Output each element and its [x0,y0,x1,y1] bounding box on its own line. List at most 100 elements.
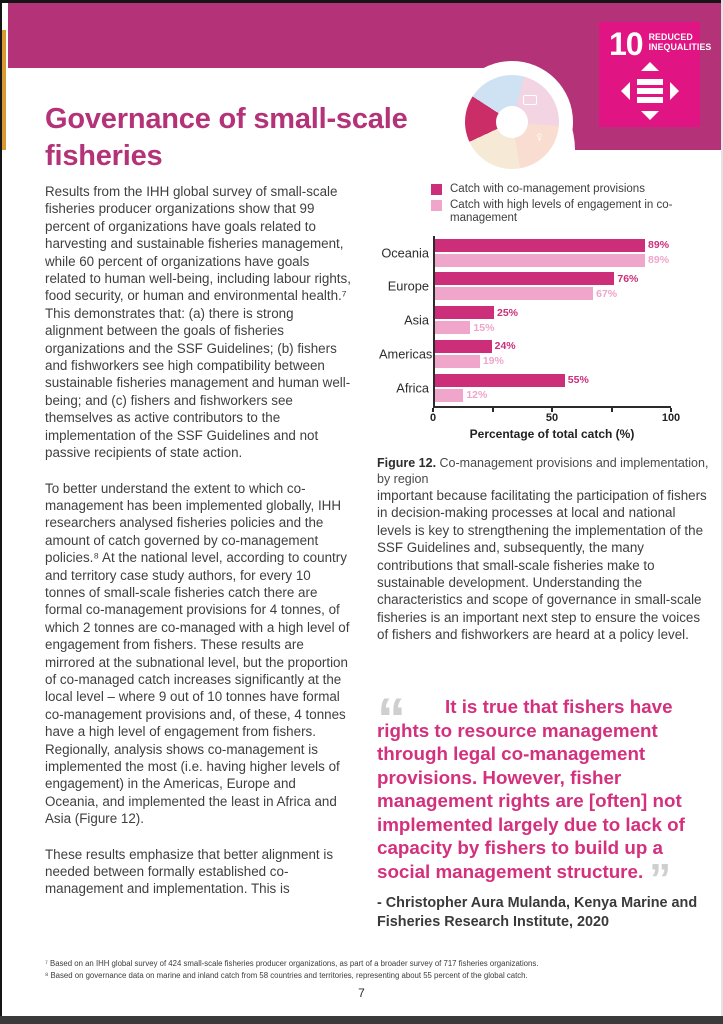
sdg-label-line1: REDUCED [648,32,693,42]
bar-row: 24% [435,339,671,353]
page-edge-top [0,0,723,3]
legend-swatch [431,184,442,195]
chart-xticks: 0 50 100 [429,407,680,426]
right-column: important because facilitating the parti… [377,487,709,644]
legend-swatch [431,199,442,211]
bar-row: 55% [435,373,671,387]
bar-oceania-series2 [435,253,646,267]
figure-caption-text: Co-management provisions and implementat… [377,455,709,487]
bar-value: 89% [648,239,670,251]
open-quote-icon: “ [377,687,406,752]
viewer-bottom-bar [0,1016,723,1024]
sdg-label-line2: INEQUALITIES [648,41,712,52]
bar-value: 76% [617,272,639,285]
bar-africa-series1 [435,373,565,387]
bar-row: 25% [435,306,671,319]
equals-bar [636,79,663,85]
x-tick-mark [670,407,672,412]
page-number: 7 [358,986,365,1000]
bar-value: 19% [482,355,504,368]
sdg-label: REDUCED INEQUALITIES [649,31,712,53]
category-label: Americas [379,346,433,362]
equals-bar [636,97,663,103]
bar-row: 15% [435,321,671,334]
triangle-left-icon [620,82,630,101]
bar-asia-series2 [435,321,471,334]
x-tick-mark [551,407,553,412]
figure-label: Figure 12. [377,455,437,470]
bar-americas-series1 [435,339,492,353]
bar-europe-series2 [435,287,594,301]
bar-row: 19% [435,354,671,368]
figure-caption: Figure 12. Co-management provisions and … [377,455,709,488]
bar-row: 89% [435,238,671,252]
donut-hole [496,106,528,138]
chart-group-americas: Americas 24% 19% [379,339,671,368]
bar-value: 55% [567,374,589,386]
bar-row: 12% [435,388,671,402]
bar-row: 67% [435,287,671,301]
x-tick-label: 0 [429,411,437,424]
page-edge-left [0,0,2,1024]
footnote-7: ⁷ Based on an IHH global survey of 424 s… [45,959,539,968]
page-edge-right [721,0,723,1024]
legend-item: Catch with high levels of engagement in … [431,199,709,226]
paragraph-3: These results emphasize that better alig… [45,846,334,897]
chart-group-africa: Africa 55% 12% [396,373,671,402]
x-tick-mark [491,407,494,412]
equals-bar [636,88,663,94]
bar-row: 76% [435,272,671,286]
bar-value: 15% [473,321,495,334]
sdg-10-badge: 10 REDUCED INEQUALITIES [599,22,711,127]
legend-label: Catch with high levels of engagement in … [450,198,673,225]
legend-label: Catch with co-management provisions [450,183,645,195]
quote-body: It is true that fishers have rights to r… [377,696,685,882]
quote-attribution: - Christopher Aura Mulanda, Kenya Marine… [377,895,698,930]
figure-12-chart: Catch with co-management provisions Catch… [377,183,709,488]
chart-group-asia: Asia 25% 15% [404,306,671,334]
page-edge-ribbon [2,30,6,150]
bar-value: 24% [494,340,516,353]
bar-value: 67% [596,287,618,300]
category-label: Asia [404,312,429,328]
x-tick-mark [432,407,434,412]
x-tick-label: 50 [545,411,559,424]
checklist-icon [523,95,537,105]
triangle-down-icon [640,111,659,121]
category-label: Oceania [381,245,429,260]
bar-value: 89% [648,254,670,266]
paragraph-2: To better understand the extent to which… [45,480,350,827]
equality-icon [620,62,679,121]
chart-group-europe: Europe 76% 67% [388,272,671,301]
legend-item: Catch with co-management provisions [431,183,709,197]
bar-africa-series2 [435,388,464,402]
pull-quote: “ It is true that fishers have rights to… [377,691,713,932]
x-tick-mark [610,407,613,412]
bar-value: 25% [497,306,519,319]
triangle-up-icon [640,62,659,72]
decorative-donut-wrapper: ♀ [451,61,573,183]
category-label: Africa [396,380,429,395]
decorative-donut-chart: ♀ [465,75,559,169]
chart-plot: Oceania 89% 89% Europe 76% 67% Asia 25% 15% Ameri… [379,235,671,408]
page-title: Governance of small-scale fisheries [45,103,408,172]
chart-group-oceania: Oceania 89% 89% [381,238,671,267]
bar-europe-series1 [435,272,615,286]
bar-asia-series1 [435,306,494,319]
bar-americas-series2 [435,354,480,368]
quote-text: It is true that fishers have rights to r… [377,695,713,901]
paragraph-1: Results from the IHH global survey of sm… [45,184,351,461]
paragraph-4: important because facilitating the parti… [377,488,707,643]
chart-legend: Catch with co-management provisions Catch… [431,183,709,226]
gender-icon: ♀ [533,129,545,146]
sdg-number: 10 [609,26,644,62]
bar-oceania-series1 [435,238,646,252]
bar-value: 12% [466,389,488,401]
footnotes: ⁷ Based on an IHH global survey of 424 s… [45,958,690,981]
category-label: Europe [387,278,429,294]
triangle-right-icon [669,82,679,101]
x-axis-label: Percentage of total catch (%) [469,426,635,441]
bar-row: 89% [435,253,671,267]
close-quote-icon: ” [649,854,672,904]
footnote-8: ⁸ Based on governance data on marine and… [45,970,528,980]
